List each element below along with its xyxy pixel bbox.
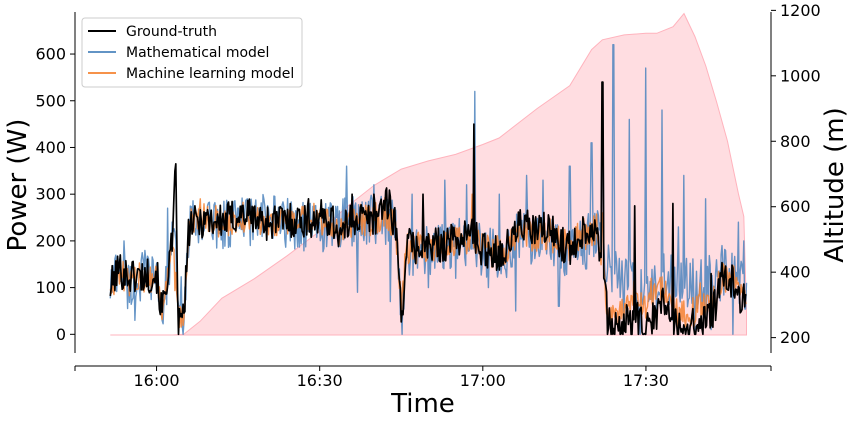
ticks-layer: 0 100 200 300 400 500 600 200 400 600 800 1000 1200 1…	[35, 1, 820, 390]
y-left-tick-label: 100	[35, 278, 66, 297]
y-right-tick-label: 1000	[780, 66, 821, 85]
axes-layer	[74, 12, 772, 367]
x-tick-label: 17:00	[460, 371, 506, 390]
y-right-tick-label: 400	[780, 263, 811, 282]
y-left-tick-label: 0	[56, 325, 66, 344]
x-tick-label: 17:30	[623, 371, 669, 390]
legend-label: Mathematical model	[126, 45, 269, 61]
x-tick-label: 16:30	[297, 371, 343, 390]
y-left-tick-label: 600	[35, 45, 66, 64]
legend-label: Machine learning model	[126, 66, 294, 82]
legend: Ground-truth Mathematical model Machine le…	[81, 17, 303, 88]
series-layer	[109, 44, 748, 336]
y-right-tick-label: 1200	[780, 1, 821, 20]
y-right-tick-label: 200	[780, 328, 811, 347]
y-right-tick-label: 600	[780, 197, 811, 216]
legend-box	[81, 17, 303, 88]
y-left-tick-label: 400	[35, 138, 66, 157]
y-axis-left-label: Power (W)	[3, 119, 33, 252]
legend-label: Ground-truth	[126, 24, 217, 40]
y-left-tick-label: 500	[35, 91, 66, 110]
y-left-tick-label: 300	[35, 185, 66, 204]
x-axis-label: Time	[390, 389, 455, 419]
y-right-tick-label: 800	[780, 132, 811, 151]
y-axis-right-label: Altitude (m)	[820, 107, 850, 262]
y-left-tick-label: 200	[35, 231, 66, 250]
series-line-ground-truth	[109, 81, 747, 336]
x-tick-label: 16:00	[134, 371, 180, 390]
